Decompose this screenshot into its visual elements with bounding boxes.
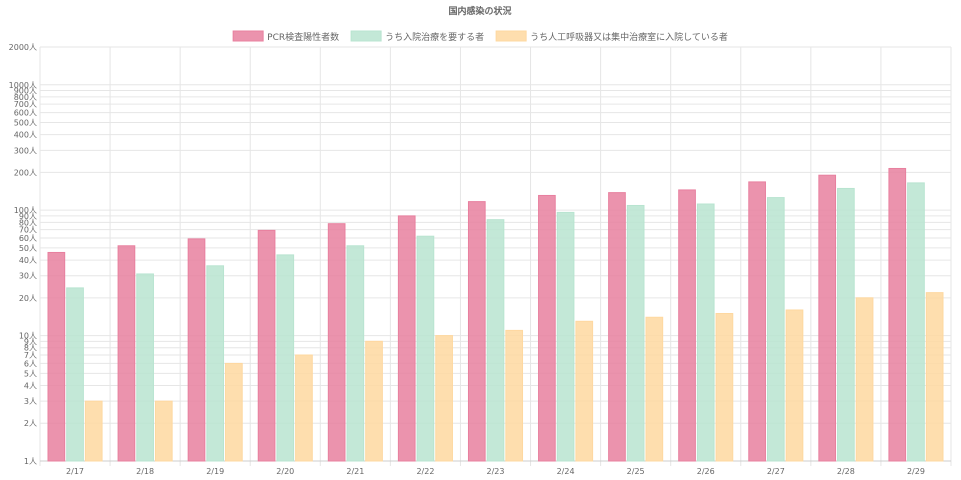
bar-series-1 [47, 251, 66, 462]
bar-series-2 [276, 254, 295, 462]
y-tick-label: 3人 [24, 397, 37, 406]
x-tick-label: 2/22 [416, 467, 434, 476]
bar-series-3 [225, 362, 243, 462]
y-tick-label: 900人 [14, 86, 37, 95]
bar-series-2 [416, 235, 435, 462]
bar-series-1 [818, 174, 837, 462]
chart-title: 国内感染の状況 [448, 5, 511, 17]
legend-swatch [232, 30, 264, 42]
x-tick-label: 2/24 [557, 467, 575, 476]
bar-series-3 [715, 313, 734, 462]
bar-series-2 [556, 211, 575, 462]
x-tick-label: 2/21 [346, 467, 364, 476]
y-tick-label: 1000人 [9, 81, 37, 90]
x-tick-label: 2/26 [697, 467, 715, 476]
bar-series-2 [696, 203, 715, 462]
x-tick-label: 2/17 [66, 467, 84, 476]
bar-series-1 [187, 238, 206, 462]
x-tick-label: 2/27 [767, 467, 785, 476]
bar-series-2 [66, 287, 84, 462]
y-tick-label: 4人 [24, 381, 37, 390]
x-tick-label: 2/25 [627, 467, 645, 476]
bars [47, 167, 944, 462]
bar-series-2 [626, 204, 645, 462]
bar-series-3 [785, 309, 804, 462]
bar-series-3 [84, 400, 103, 462]
x-axis: 2/17 2/18 2/19 2/20 2/21 2/22 2/23 2/24 2/25 2/26… [40, 460, 951, 476]
bar-series-3 [925, 292, 944, 462]
x-tick-label: 2/28 [837, 467, 855, 476]
y-tick-label: 1人 [24, 457, 37, 466]
y-tick-label: 6人 [24, 359, 37, 368]
y-tick-label: 9人 [24, 337, 37, 346]
x-tick-label: 2/19 [206, 467, 224, 476]
y-tick-label: 30人 [19, 272, 37, 281]
bar-series-1 [257, 229, 276, 462]
y-tick-label: 700人 [14, 100, 37, 109]
y-tick-label: 8人 [24, 344, 37, 353]
bar-series-2 [346, 245, 365, 462]
y-tick-label: 50人 [19, 244, 37, 253]
y-tick-label: 400人 [14, 131, 37, 140]
x-tick-label: 2/20 [276, 467, 294, 476]
y-tick-label: 2000人 [9, 43, 37, 52]
y-tick-label: 90人 [19, 212, 37, 221]
bar-series-1 [117, 245, 136, 462]
bar-series-1 [608, 192, 626, 462]
y-tick-label: 80人 [19, 218, 37, 227]
bar-series-3 [505, 329, 524, 462]
bar-series-1 [678, 189, 696, 462]
x-tick-label: 2/29 [907, 467, 925, 476]
y-tick-label: 2人 [24, 419, 37, 428]
y-tick-label: 600人 [14, 109, 37, 118]
y-axis: 1人2人3人4人5人6人7人8人9人10人20人30人40人50人60人70人8… [9, 43, 37, 466]
legend-label: PCR検査陽性者数 [267, 31, 339, 43]
bar-series-2 [766, 197, 785, 462]
bar-series-1 [327, 223, 346, 462]
y-tick-label: 500人 [14, 119, 37, 128]
y-tick-label: 70人 [19, 226, 37, 235]
bar-series-3 [435, 335, 453, 462]
y-tick-label: 200人 [14, 168, 37, 177]
x-tick-label: 2/23 [487, 467, 505, 476]
y-tick-label: 20人 [19, 294, 37, 303]
bar-series-3 [154, 400, 173, 462]
bar-series-2 [486, 219, 505, 462]
bar-series-3 [365, 340, 383, 462]
bar-series-2 [136, 273, 154, 462]
bar-series-2 [837, 187, 855, 462]
y-tick-label: 10人 [19, 332, 37, 341]
legend-label: うち入院治療を要する者 [385, 31, 484, 43]
legend-swatch [495, 30, 527, 42]
y-tick-label: 800人 [14, 93, 37, 102]
legend: PCR検査陽性者数 うち入院治療を要する者 うち人工呼吸器又は集中治療室に入院してい… [232, 30, 728, 43]
bar-series-1 [748, 181, 766, 462]
bar-series-2 [206, 265, 225, 462]
bar-series-3 [855, 297, 874, 462]
bar-series-3 [575, 320, 594, 462]
bar-series-1 [888, 167, 907, 462]
bar-series-1 [538, 194, 556, 462]
y-tick-label: 7人 [24, 351, 37, 360]
bar-series-3 [295, 354, 313, 462]
y-tick-label: 40人 [19, 256, 37, 265]
legend-label: うち人工呼吸器又は集中治療室に入院している者 [530, 31, 728, 43]
y-tick-label: 60人 [19, 234, 37, 243]
bar-series-2 [907, 182, 925, 462]
bar-series-1 [467, 201, 486, 462]
y-tick-label: 300人 [14, 146, 37, 155]
y-tick-label: 5人 [24, 369, 37, 378]
bar-series-1 [397, 215, 416, 462]
bar-series-3 [645, 316, 664, 462]
y-tick-label: 100人 [14, 206, 37, 215]
legend-swatch [350, 30, 382, 42]
x-tick-label: 2/18 [136, 467, 154, 476]
